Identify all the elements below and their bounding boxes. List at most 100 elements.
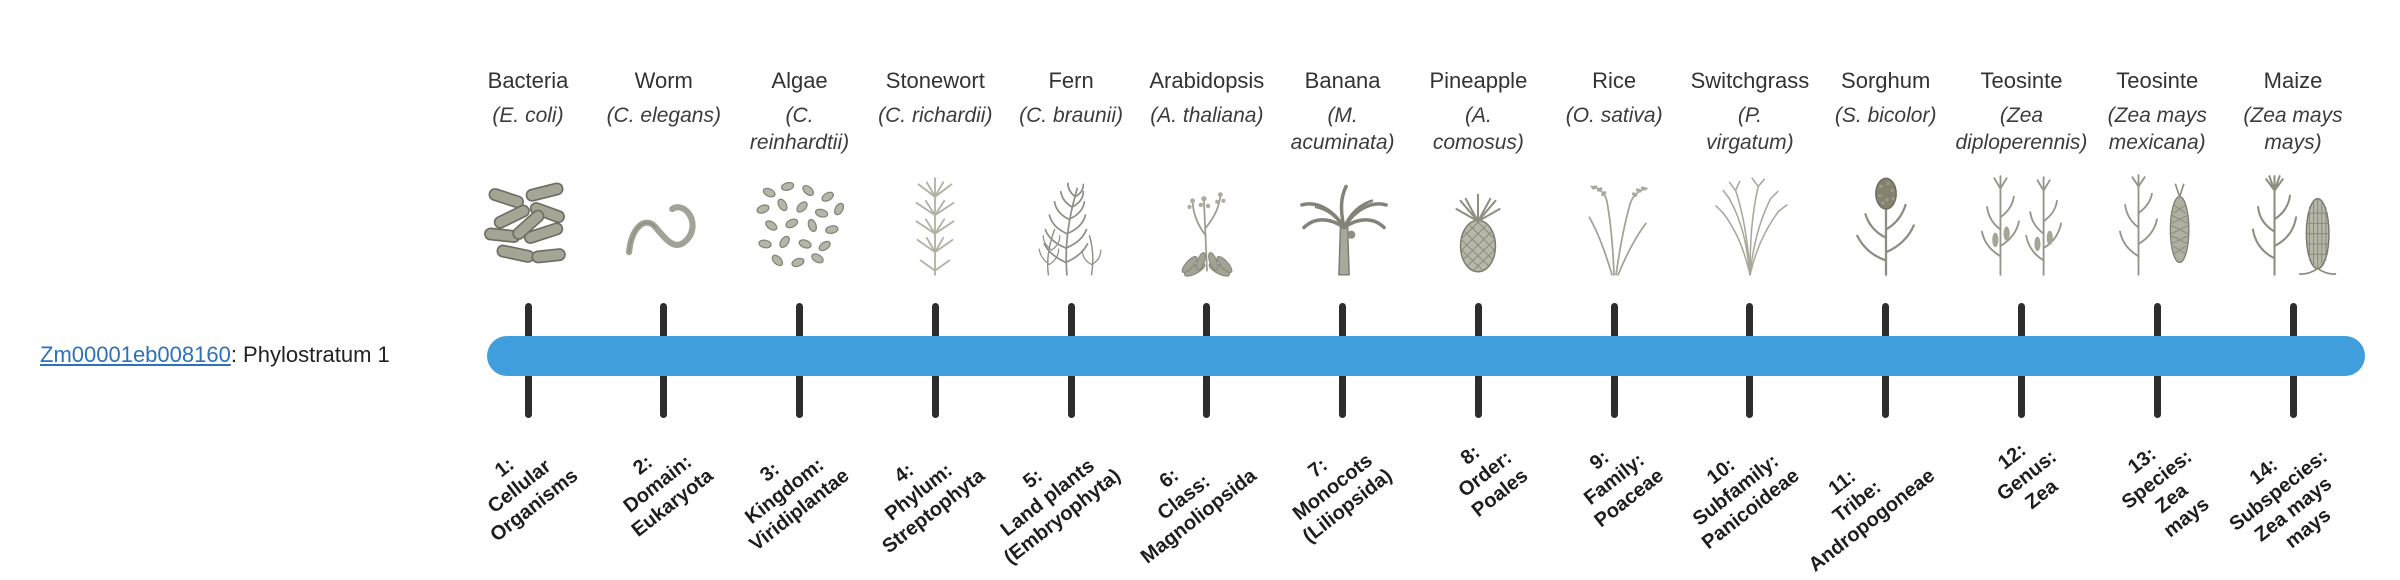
species-scientific-name: (Zea mays mexicana) [2107,104,2207,154]
timeline-tick-top [1610,303,1618,339]
phylostratum-label: 3: Kingdom: Viridiplantae [740,453,854,556]
fern-icon [1020,170,1123,283]
worm-icon [612,170,715,283]
timeline-tick-top [2289,303,2297,339]
species-scientific-name: (A. thaliana) [1150,104,1264,127]
timeline-tick-bottom [1474,373,1482,418]
timeline-tick-top [1203,303,1211,339]
timeline-tick-top [1746,303,1754,339]
maize-icon [2242,170,2345,283]
species-scientific-name: (C. elegans) [606,104,721,127]
species-scientific-name: (C. braunii) [1019,104,1124,127]
species-common-name: Algae [771,68,828,93]
phylostratum-column: Bacteria (E. coli) 1: Cellular Organisms [460,0,596,580]
species-scientific-name: (M. acuminata) [1290,104,1395,154]
timeline-tick-top [796,303,804,339]
gene-id-link[interactable]: Zm00001eb008160 [40,342,231,367]
timeline-tick-bottom [660,373,668,418]
timeline-tick-bottom [796,373,804,418]
species-common-name: Bacteria [487,68,569,93]
phylostratum-column: Switchgrass (P. virgatum) 10: Subfamily:… [1682,0,1818,580]
timeline-tick-bottom [2017,373,2025,418]
timeline-tick-top [931,303,939,339]
phylostratum-column: Teosinte (Zea diploperennis) 12: Genus: … [1953,0,2089,580]
phylostratum-column: Fern (C. braunii) 5: Land plants (Embryo… [997,0,1139,580]
phylostratum-label: 2: Domain: Eukaryota [619,450,718,542]
species-common-name: Sorghum [1841,68,1931,93]
timeline-tick-top [2153,303,2161,339]
timeline-tick-bottom [1610,373,1618,418]
species-scientific-name: (Zea diploperennis) [1955,104,2088,154]
species-scientific-name: (A. comosus) [1432,104,1524,154]
species-scientific-name: (O. sativa) [1565,104,1663,127]
teosinte-diploperennis-icon [1970,170,2073,283]
timeline-tick-top [1339,303,1347,339]
timeline-tick-bottom [2153,373,2161,418]
timeline-tick-top [1882,303,1890,339]
species-scientific-name: (E. coli) [492,104,564,127]
timeline-tick-bottom [1339,373,1347,418]
timeline-bar [487,336,2365,376]
timeline-tick-bottom [1746,373,1754,418]
timeline-tick-top [1067,303,1075,339]
timeline-tick-top [524,303,532,339]
pineapple-icon [1427,170,1530,283]
sorghum-icon [1834,170,1937,283]
timeline-tick-bottom [1067,373,1075,418]
timeline-tick-bottom [1203,373,1211,418]
phylostratum-column: Teosinte (Zea mays mexicana) 13: Species… [2089,0,2225,580]
phylostratum-label: 14: Subspecies: Zea mays mays [2225,445,2337,553]
stonewort-icon [884,170,987,283]
gene-label: Zm00001eb008160: Phylostratum 1 [40,342,390,368]
species-scientific-name: (S. bicolor) [1834,104,1937,127]
algae-icon [748,170,851,283]
phylostratum-column: Arabidopsis (A. thaliana) 6: Class: Magn… [1137,0,1275,580]
phylostratum-column: Maize (Zea mays mays) 14: Subspecies: Ze… [2225,0,2361,580]
phylostratum-column: Pineapple (A. comosus) 8: Order: Poales [1410,0,1546,580]
phylostratum-label: 13: Species: Zea mays [2117,443,2214,542]
species-common-name: Rice [1592,68,1637,93]
phylostratum-label: 10: Subfamily: Panicoideae [1689,450,1804,554]
phylostratum-label: 7: Monocots (Liliopsida) [1288,449,1397,548]
phylostratum-column: Stonewort (C. richardii) 4: Phylum: Stre… [867,0,1003,580]
phylostratum-label: 1: Cellular Organisms [483,453,582,547]
gene-label-suffix: : Phylostratum 1 [230,342,390,367]
species-scientific-name: (C. reinhardtii) [749,104,850,154]
species-common-name: Teosinte [2116,68,2199,93]
phylostratum-column: Worm (C. elegans) 2: Domain: Eukaryota [596,0,732,580]
timeline-tick-bottom [2289,373,2297,418]
phylostratum-column: Sorghum (S. bicolor) 11: Tribe: Andropog… [1805,0,1954,580]
species-common-name: Arabidopsis [1149,68,1265,93]
species-common-name: Teosinte [1980,68,2063,93]
species-common-name: Banana [1304,68,1381,93]
timeline-tick-bottom [931,373,939,418]
phylostratum-column: Rice (O. sativa) 9: Family: Poaceae [1546,0,1682,580]
banana-icon [1291,170,1394,283]
phylostratum-label: 12: Genus: Zea [1992,439,2062,514]
timeline-tick-top [2017,303,2025,339]
timeline-tick-bottom [524,373,532,418]
phylostratum-label: 4: Phylum: Streptophyta [878,459,990,558]
phylostratum-label: 8: Order: Poales [1454,441,1533,522]
phylostratum-label: 9: Family: Poaceae [1579,446,1668,532]
species-common-name: Stonewort [885,68,985,93]
species-common-name: Worm [634,68,693,93]
rice-icon [1563,170,1666,283]
phylostratum-column: Algae (C. reinhardtii) 3: Kingdom: Virid… [732,0,868,580]
teosinte-mexicana-icon [2106,170,2209,283]
switchgrass-icon [1698,170,1801,283]
species-common-name: Fern [1048,68,1094,93]
species-scientific-name: (P. virgatum) [1706,104,1794,154]
timeline-tick-bottom [1882,373,1890,418]
bacteria-icon [477,170,580,283]
species-common-name: Switchgrass [1690,68,1810,93]
arabidopsis-icon [1155,170,1258,283]
species-scientific-name: (C. richardii) [878,104,993,127]
timeline-tick-top [660,303,668,339]
species-scientific-name: (Zea mays mays) [2243,104,2343,154]
timeline-tick-top [1474,303,1482,339]
species-common-name: Maize [2263,68,2323,93]
phylostratum-column: Banana (M. acuminata) 7: Monocots (Lilio… [1275,0,1411,580]
